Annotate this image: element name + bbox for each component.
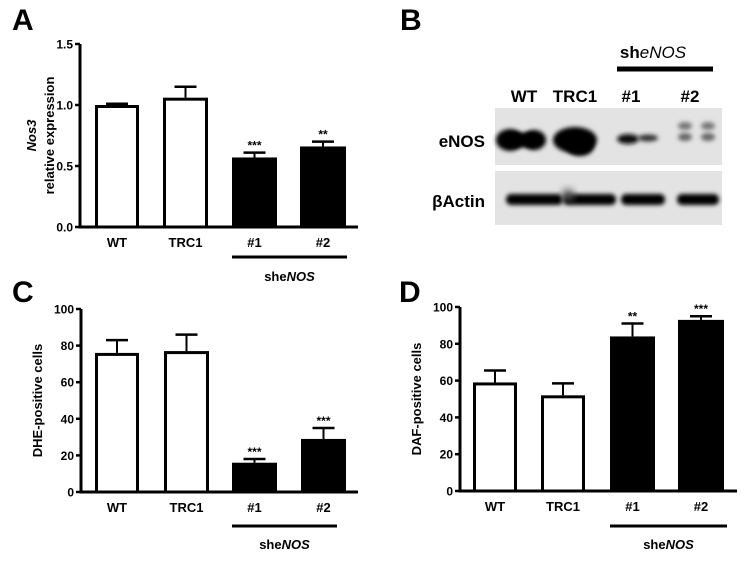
significance-marker: **: [628, 310, 638, 324]
lane-label: TRC1: [553, 87, 597, 106]
significance-marker: **: [318, 128, 328, 142]
enos-bands: [496, 122, 715, 156]
lane-label: #2: [681, 87, 700, 106]
y-tick-label: 80: [440, 337, 454, 351]
panel-letter: D: [399, 276, 421, 309]
bar-wt: [473, 382, 517, 493]
significance-marker: ***: [247, 445, 261, 459]
bar-sh1: [232, 462, 277, 494]
y-tick-label: 100: [433, 301, 453, 315]
panel-a: A 0.0 0.5 1.0 1.5 Nos3 relative expression WT TR…: [12, 4, 358, 284]
y-tick-label: 40: [61, 412, 75, 426]
panel-d: D 0 20 40 60 80 100 DAF-positive cells WT TRC1 ** #…: [399, 276, 737, 552]
y-tick-label: 0.5: [56, 160, 73, 174]
bar-wt: [95, 105, 139, 229]
bar-trc1: [164, 351, 209, 494]
lane-label: #1: [622, 87, 641, 106]
bar-sh1: [610, 336, 655, 493]
y-axis-label-gene: Nos3: [24, 119, 39, 152]
blot-row-label: eNOS: [439, 132, 485, 151]
significance-marker: ***: [247, 139, 261, 153]
y-tick-label: 0: [67, 486, 74, 500]
y-tick-label: 0.0: [56, 221, 73, 235]
y-axis-label: relative expression: [42, 77, 57, 195]
x-category-label: TRC1: [170, 500, 204, 515]
significance-marker: ***: [316, 414, 330, 428]
x-category-label: #2: [316, 500, 330, 515]
group-label: sheNOS: [620, 43, 687, 62]
blot-row-label: βActin: [432, 192, 485, 211]
panel-letter: C: [12, 276, 34, 309]
y-tick-label: 40: [440, 411, 454, 425]
group-label: sheNOS: [643, 537, 694, 552]
x-category-label: #1: [625, 499, 639, 514]
y-tick-label: 80: [61, 339, 75, 353]
bar-wt: [95, 352, 139, 494]
bar-sh1: [232, 157, 277, 229]
bar-trc1: [541, 395, 585, 493]
y-tick-label: 100: [54, 303, 74, 317]
group-label: sheNOS: [264, 269, 315, 284]
y-tick-label: 1.5: [56, 38, 73, 52]
panel-letter: B: [400, 4, 422, 37]
bar-sh2: [301, 438, 346, 494]
x-category-label: #2: [316, 235, 330, 250]
y-tick-label: 60: [440, 374, 454, 388]
y-tick-label: 60: [61, 376, 75, 390]
x-category-label: #1: [247, 500, 261, 515]
bar-sh2: [300, 146, 346, 229]
x-category-label: TRC1: [169, 235, 203, 250]
y-tick-label: 20: [440, 448, 454, 462]
bar-sh2: [678, 319, 724, 493]
x-category-label: WT: [107, 500, 127, 515]
significance-marker: ***: [694, 302, 708, 316]
bar-trc1: [163, 97, 208, 229]
y-tick-label: 0: [446, 485, 453, 499]
actin-bands: [506, 189, 719, 205]
x-category-label: WT: [485, 499, 505, 514]
lane-label: WT: [511, 87, 538, 106]
y-axis-label: DAF-positive cells: [409, 343, 424, 456]
y-tick-label: 20: [61, 449, 75, 463]
panel-letter: A: [12, 4, 34, 37]
panel-c: C 0 20 40 60 80 100 DHE-positive cells WT TRC1 ***…: [12, 276, 358, 552]
x-category-label: #2: [694, 499, 708, 514]
group-label: sheNOS: [259, 537, 310, 552]
y-tick-label: 1.0: [56, 99, 73, 113]
y-axis-label: DHE-positive cells: [30, 344, 45, 457]
x-category-label: WT: [107, 235, 127, 250]
x-category-label: #1: [247, 235, 261, 250]
x-category-label: TRC1: [546, 499, 580, 514]
